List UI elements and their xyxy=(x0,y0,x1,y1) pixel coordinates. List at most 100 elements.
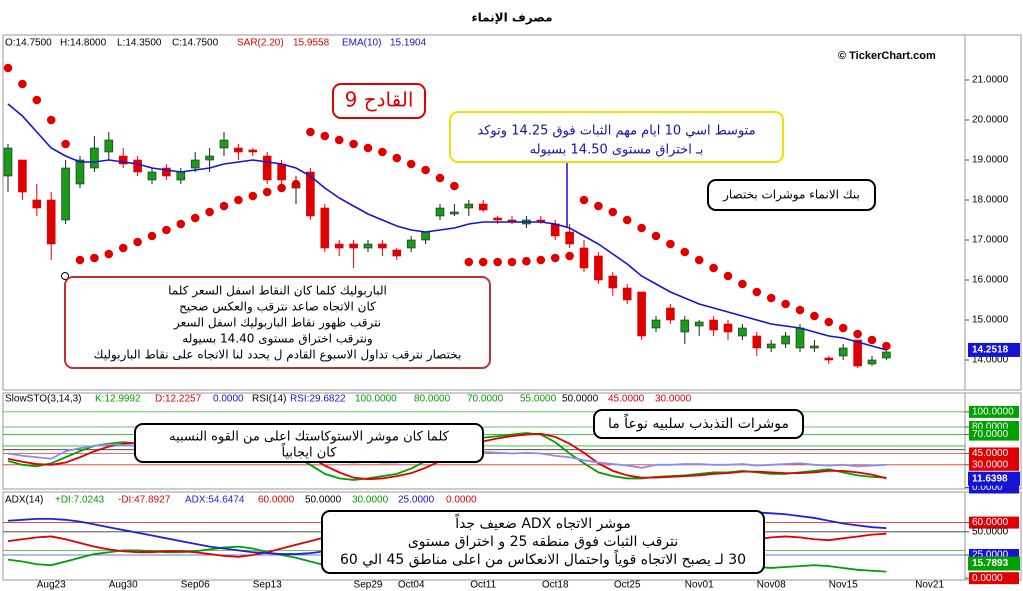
chart-title: مصرف الإنماء xyxy=(471,11,552,25)
sar-dot xyxy=(176,219,186,229)
sar-dot xyxy=(594,201,603,211)
sar-dot xyxy=(622,215,632,225)
candle-body xyxy=(795,327,805,349)
candle-body xyxy=(709,319,718,331)
annotation-box xyxy=(64,276,491,369)
header-item: SlowSTO(3,14,3) xyxy=(5,394,82,405)
candle-body xyxy=(738,327,747,337)
sar-dot xyxy=(450,181,459,191)
header-item: EMA(10) xyxy=(342,38,381,49)
annotation-text: موشر الاتجاه ADX ضعيف جداً xyxy=(455,513,631,532)
candle-body xyxy=(406,239,416,249)
last-value-box xyxy=(968,342,1020,357)
annotation-text: موشرات التذبذب سلبيه نوعاً ما xyxy=(608,413,789,432)
y-tick-label: 50.0000 xyxy=(972,526,1009,537)
sar-dot xyxy=(406,159,416,169)
x-tick-label: Oct04 xyxy=(398,580,425,591)
series-line xyxy=(7,103,887,351)
sar-dot xyxy=(723,271,733,281)
candle-body xyxy=(637,291,646,337)
annotation-text: الباربوليك كلما كان النقاط اسفل السعر كل… xyxy=(168,284,387,299)
header-item: ADX(14) xyxy=(5,495,43,506)
candle-body xyxy=(810,345,819,349)
candle-body xyxy=(550,223,560,237)
sar-dot xyxy=(18,79,27,89)
candle-body xyxy=(262,155,272,181)
candle-body xyxy=(882,351,891,359)
sar-dot xyxy=(651,231,661,241)
sar-dot xyxy=(90,253,99,263)
candle-body xyxy=(378,243,387,249)
sar-dot xyxy=(234,195,243,205)
sar-dot xyxy=(291,179,301,189)
x-tick-label: Nov21 xyxy=(915,580,944,591)
sar-dot xyxy=(349,139,358,149)
header-item: 55.0000 xyxy=(520,394,557,405)
header-item: SAR(2.20) xyxy=(237,38,284,49)
y-tick-box xyxy=(969,458,1019,471)
sar-dot xyxy=(882,341,891,351)
header-item: 70.0000 xyxy=(467,394,504,405)
header-item: 30.0000 xyxy=(655,394,692,405)
annotation-box xyxy=(449,111,784,163)
candle-body xyxy=(824,357,834,361)
header-item: ADX:54.6474 xyxy=(185,495,245,506)
sar-dot xyxy=(118,243,128,253)
candle-body xyxy=(46,199,56,245)
sar-dot xyxy=(277,183,286,193)
sar-dot xyxy=(853,329,862,339)
sar-dot xyxy=(824,317,834,327)
y-tick-label: 30.0000 xyxy=(972,459,1009,470)
candle-body xyxy=(493,217,502,221)
candle-body xyxy=(478,203,488,211)
x-tick-label: Oct18 xyxy=(542,580,569,591)
candle-body xyxy=(450,211,459,215)
sar-dot xyxy=(147,231,157,241)
candle-body xyxy=(219,139,229,149)
sar-dot xyxy=(378,147,387,157)
candle-body xyxy=(680,319,690,333)
candle-body xyxy=(565,231,574,245)
candle-body xyxy=(622,287,632,301)
y-tick-label: 17.0000 xyxy=(972,235,1009,246)
header-item: L:14.3500 xyxy=(117,38,162,49)
y-tick-label: 0.0000 xyxy=(972,482,1003,493)
sar-dot xyxy=(262,187,272,197)
panel-frame xyxy=(2,392,1022,490)
x-tick-label: Nov15 xyxy=(829,580,858,591)
sar-dot xyxy=(46,115,56,125)
header-item: 45.0000 xyxy=(608,394,645,405)
panel-frame xyxy=(2,34,1022,391)
annotation-text: بختصار نترقب تداول الاسبوع القادم ل يحدد… xyxy=(94,348,462,363)
annotation-box xyxy=(593,409,804,439)
x-tick-label: Aug23 xyxy=(37,580,66,591)
sar-dot xyxy=(32,95,42,105)
candle-body xyxy=(651,319,661,329)
candle-body xyxy=(435,207,445,217)
candle-body xyxy=(133,159,142,173)
header-item: 30.0000 xyxy=(352,495,389,506)
candle-body xyxy=(162,167,171,177)
sar-dot xyxy=(162,225,171,235)
y-tick-label: 18.0000 xyxy=(972,195,1009,206)
y-tick-label: 21.0000 xyxy=(972,75,1009,86)
y-tick-box xyxy=(969,447,1019,460)
candle-body xyxy=(421,231,430,241)
header-item: 0.0000 xyxy=(446,495,477,506)
candle-body xyxy=(205,155,214,161)
y-tick-label: 15.0000 xyxy=(972,315,1009,326)
annotation-text: كان ايجابياً xyxy=(281,443,337,461)
header-item: 100.0000 xyxy=(355,394,397,405)
sar-dot xyxy=(219,201,229,211)
sar-dot xyxy=(536,255,546,265)
y-tick-label: 80.0000 xyxy=(972,422,1009,433)
candle-body xyxy=(277,163,286,181)
candle-body xyxy=(867,359,877,365)
annotation-text: نترقب الثبات فوق منطقه 25 و اختراق مستوى xyxy=(408,534,678,550)
sar-dot xyxy=(795,305,805,315)
anchor-dot xyxy=(61,272,69,280)
sar-dot xyxy=(334,135,344,145)
last-value-box xyxy=(968,556,1020,571)
x-tick-label: Nov01 xyxy=(685,580,714,591)
sar-dot xyxy=(565,251,574,261)
